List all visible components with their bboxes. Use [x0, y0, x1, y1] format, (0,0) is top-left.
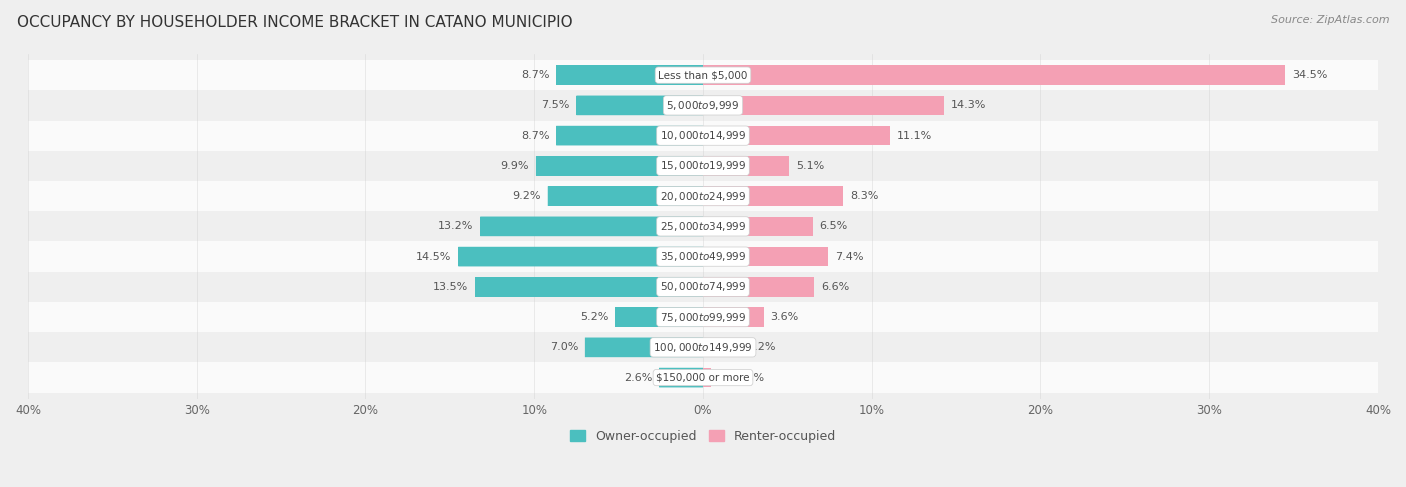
FancyBboxPatch shape	[28, 242, 1378, 272]
Text: Source: ZipAtlas.com: Source: ZipAtlas.com	[1271, 15, 1389, 25]
Bar	[536, 156, 703, 176]
FancyBboxPatch shape	[548, 187, 703, 206]
Bar	[703, 65, 1285, 85]
Text: 6.5%: 6.5%	[820, 222, 848, 231]
Text: $25,000 to $34,999: $25,000 to $34,999	[659, 220, 747, 233]
Bar	[557, 65, 703, 85]
Bar	[475, 277, 703, 297]
Bar	[703, 277, 814, 297]
FancyBboxPatch shape	[616, 307, 703, 327]
Text: 5.2%: 5.2%	[581, 312, 609, 322]
FancyBboxPatch shape	[28, 60, 1378, 90]
Text: 14.3%: 14.3%	[950, 100, 987, 111]
Text: $20,000 to $24,999: $20,000 to $24,999	[659, 189, 747, 203]
Bar	[557, 126, 703, 146]
FancyBboxPatch shape	[481, 217, 703, 236]
FancyBboxPatch shape	[28, 272, 1378, 302]
Text: $5,000 to $9,999: $5,000 to $9,999	[666, 99, 740, 112]
Legend: Owner-occupied, Renter-occupied: Owner-occupied, Renter-occupied	[565, 425, 841, 448]
Text: 7.0%: 7.0%	[550, 342, 578, 353]
Bar	[703, 337, 740, 357]
Text: $10,000 to $14,999: $10,000 to $14,999	[659, 129, 747, 142]
Bar	[703, 217, 813, 236]
Text: Less than $5,000: Less than $5,000	[658, 70, 748, 80]
FancyBboxPatch shape	[28, 151, 1378, 181]
Bar	[548, 187, 703, 206]
Text: 8.3%: 8.3%	[849, 191, 879, 201]
FancyBboxPatch shape	[28, 332, 1378, 362]
Bar	[703, 247, 828, 266]
FancyBboxPatch shape	[28, 302, 1378, 332]
Bar	[458, 247, 703, 266]
FancyBboxPatch shape	[557, 65, 703, 85]
FancyBboxPatch shape	[557, 126, 703, 146]
Text: $100,000 to $149,999: $100,000 to $149,999	[654, 341, 752, 354]
FancyBboxPatch shape	[28, 181, 1378, 211]
FancyBboxPatch shape	[659, 368, 703, 388]
Bar	[616, 307, 703, 327]
Bar	[703, 95, 945, 115]
Bar	[703, 307, 763, 327]
Text: 13.2%: 13.2%	[439, 222, 474, 231]
FancyBboxPatch shape	[585, 337, 703, 357]
Text: 8.7%: 8.7%	[522, 131, 550, 141]
Text: $50,000 to $74,999: $50,000 to $74,999	[659, 281, 747, 293]
Text: 8.7%: 8.7%	[522, 70, 550, 80]
Text: 2.6%: 2.6%	[624, 373, 652, 383]
Text: 34.5%: 34.5%	[1292, 70, 1327, 80]
Text: 13.5%: 13.5%	[433, 282, 468, 292]
Text: $35,000 to $49,999: $35,000 to $49,999	[659, 250, 747, 263]
Bar	[576, 95, 703, 115]
Text: 2.2%: 2.2%	[747, 342, 775, 353]
Text: 14.5%: 14.5%	[416, 252, 451, 262]
Bar	[703, 187, 844, 206]
Text: $15,000 to $19,999: $15,000 to $19,999	[659, 159, 747, 172]
FancyBboxPatch shape	[536, 156, 703, 176]
Text: 5.1%: 5.1%	[796, 161, 824, 171]
Bar	[703, 126, 890, 146]
Text: $75,000 to $99,999: $75,000 to $99,999	[659, 311, 747, 323]
Bar	[703, 156, 789, 176]
FancyBboxPatch shape	[576, 95, 703, 115]
FancyBboxPatch shape	[28, 90, 1378, 120]
Bar	[585, 337, 703, 357]
Text: 9.9%: 9.9%	[501, 161, 529, 171]
Bar	[659, 368, 703, 388]
FancyBboxPatch shape	[28, 120, 1378, 151]
Text: 3.6%: 3.6%	[770, 312, 799, 322]
Text: 11.1%: 11.1%	[897, 131, 932, 141]
Text: 0.49%%: 0.49%%	[718, 373, 763, 383]
Text: 7.5%: 7.5%	[541, 100, 569, 111]
Bar	[481, 217, 703, 236]
Text: 7.4%: 7.4%	[835, 252, 863, 262]
Text: 9.2%: 9.2%	[513, 191, 541, 201]
FancyBboxPatch shape	[28, 362, 1378, 393]
Text: OCCUPANCY BY HOUSEHOLDER INCOME BRACKET IN CATANO MUNICIPIO: OCCUPANCY BY HOUSEHOLDER INCOME BRACKET …	[17, 15, 572, 30]
FancyBboxPatch shape	[28, 211, 1378, 242]
FancyBboxPatch shape	[458, 247, 703, 266]
FancyBboxPatch shape	[475, 277, 703, 297]
Text: 6.6%: 6.6%	[821, 282, 849, 292]
Bar	[703, 368, 711, 388]
Text: $150,000 or more: $150,000 or more	[657, 373, 749, 383]
